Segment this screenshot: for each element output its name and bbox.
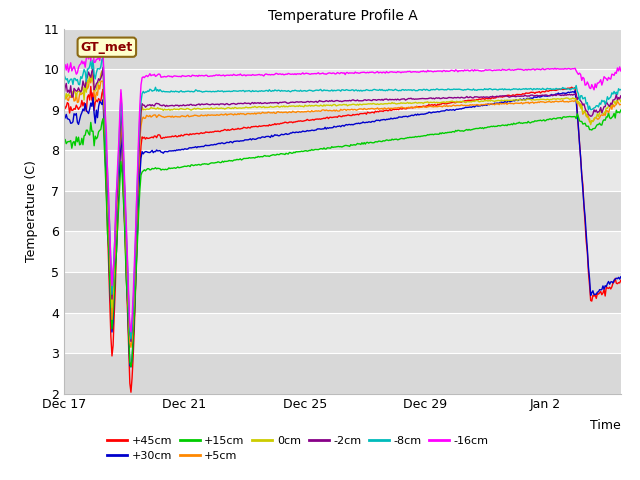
Title: Temperature Profile A: Temperature Profile A (268, 10, 417, 24)
Bar (64, 312, 621, 353)
Bar (64, 353, 621, 394)
Bar (64, 191, 621, 231)
Bar (64, 69, 621, 110)
Text: Time: Time (590, 419, 621, 432)
Text: GT_met: GT_met (81, 41, 133, 54)
Y-axis label: Temperature (C): Temperature (C) (25, 160, 38, 262)
Legend: +45cm, +30cm, +15cm, +5cm, 0cm, -2cm, -8cm, -16cm: +45cm, +30cm, +15cm, +5cm, 0cm, -2cm, -8… (107, 436, 489, 461)
Bar (64, 231, 621, 272)
Bar (64, 272, 621, 312)
Bar (64, 150, 621, 191)
Bar (64, 29, 621, 69)
Bar (64, 110, 621, 150)
